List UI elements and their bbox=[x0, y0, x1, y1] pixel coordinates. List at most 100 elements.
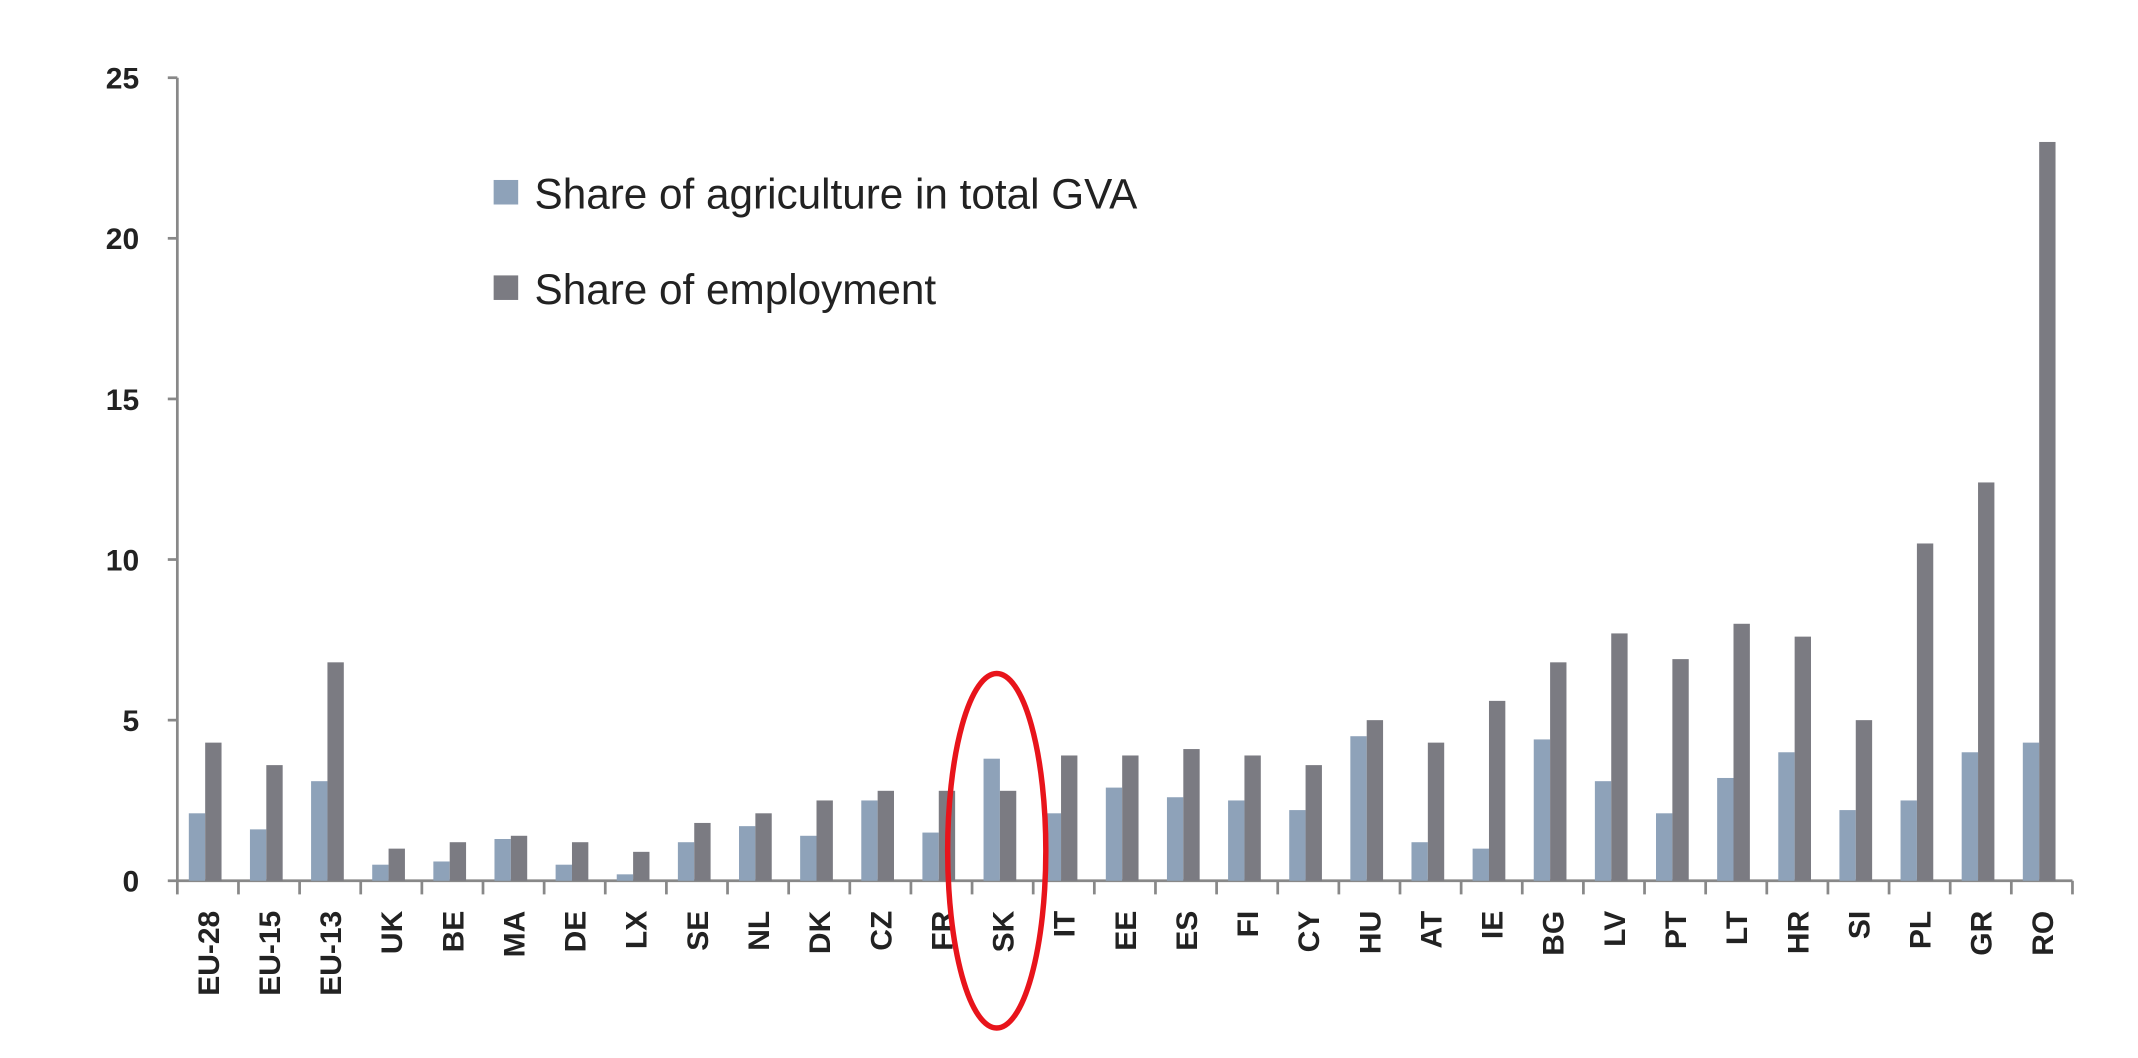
bar bbox=[1488, 700, 1506, 881]
bar bbox=[1289, 810, 1306, 881]
bar bbox=[755, 813, 772, 881]
bar bbox=[327, 662, 344, 881]
x-tick-label: EU-28 bbox=[193, 911, 226, 996]
bar bbox=[571, 842, 589, 881]
x-tick-label: GR bbox=[1966, 910, 1999, 955]
x-tick-label: CZ bbox=[865, 911, 898, 951]
bar bbox=[877, 790, 895, 881]
bar bbox=[266, 765, 283, 881]
x-tick-label: LV bbox=[1599, 911, 1632, 947]
bar bbox=[311, 781, 328, 881]
x-tick-label: ES bbox=[1171, 911, 1204, 951]
bar bbox=[1411, 842, 1428, 881]
bar bbox=[1733, 623, 1750, 881]
bar bbox=[388, 848, 405, 881]
highlight-ellipse bbox=[944, 670, 1049, 1031]
bar bbox=[616, 874, 634, 881]
bar bbox=[633, 851, 650, 881]
bar bbox=[1472, 848, 1489, 881]
x-tick-label: SK bbox=[988, 910, 1021, 952]
bar bbox=[1350, 736, 1367, 881]
bar bbox=[999, 790, 1017, 881]
bar bbox=[1611, 633, 1628, 881]
bar bbox=[1533, 739, 1551, 881]
x-tick-label: HR bbox=[1782, 910, 1815, 954]
x-tick-label: IT bbox=[1049, 911, 1082, 938]
bar bbox=[1794, 636, 1811, 881]
x-tick-label: FI bbox=[1232, 911, 1265, 938]
bar bbox=[1228, 800, 1245, 881]
bar bbox=[1961, 752, 1979, 881]
bar bbox=[1778, 752, 1795, 881]
bar bbox=[372, 864, 389, 881]
bar bbox=[1900, 800, 1917, 881]
x-tick-label: NL bbox=[743, 911, 776, 951]
bar bbox=[1105, 787, 1123, 881]
x-tick-label: RO bbox=[2027, 911, 2060, 956]
x-tick-label: EU-15 bbox=[254, 911, 287, 996]
bar bbox=[1672, 659, 1689, 881]
bar bbox=[1717, 777, 1734, 881]
bar bbox=[1244, 755, 1261, 881]
y-tick-label: 25 bbox=[106, 63, 139, 96]
x-tick-label: AT bbox=[1415, 911, 1448, 949]
bar bbox=[1044, 813, 1062, 881]
bar bbox=[2039, 141, 2056, 881]
bar bbox=[188, 813, 206, 881]
bar bbox=[922, 832, 939, 881]
bar bbox=[433, 861, 450, 881]
x-tick-label: MA bbox=[498, 911, 531, 958]
bar bbox=[2022, 742, 2040, 881]
x-tick-label: SI bbox=[1843, 911, 1876, 939]
bar bbox=[555, 864, 572, 881]
bar bbox=[249, 829, 267, 881]
bar bbox=[677, 842, 695, 881]
x-tick-label: SE bbox=[682, 911, 715, 951]
bar bbox=[1427, 742, 1445, 881]
bar bbox=[1166, 797, 1184, 881]
bar bbox=[1183, 749, 1200, 881]
bar bbox=[1978, 482, 1995, 881]
bar bbox=[694, 822, 711, 881]
y-tick-label: 0 bbox=[122, 866, 139, 899]
bar bbox=[510, 835, 528, 881]
bar bbox=[1061, 755, 1078, 881]
bar bbox=[1656, 813, 1673, 881]
x-tick-label: DK bbox=[804, 910, 837, 954]
x-tick-label: PT bbox=[1660, 911, 1693, 949]
legend-swatch bbox=[493, 179, 519, 205]
x-tick-label: PL bbox=[1905, 911, 1938, 949]
bar bbox=[1839, 810, 1856, 881]
legend-label: Share of agriculture in total GVA bbox=[535, 171, 1139, 218]
bar bbox=[739, 826, 756, 881]
x-tick-label: UK bbox=[376, 910, 409, 954]
bar bbox=[449, 842, 467, 881]
x-tick-label: BE bbox=[437, 911, 470, 953]
x-tick-label: LX bbox=[621, 911, 654, 949]
x-tick-label: EU-13 bbox=[315, 911, 348, 996]
y-tick-label: 20 bbox=[106, 223, 139, 256]
x-tick-label: LT bbox=[1721, 911, 1754, 945]
bar bbox=[816, 800, 833, 881]
bar bbox=[205, 742, 222, 881]
x-tick-label: HU bbox=[1354, 911, 1387, 954]
bar bbox=[1594, 781, 1612, 881]
legend-label: Share of employment bbox=[535, 266, 937, 313]
y-tick-label: 15 bbox=[106, 384, 139, 417]
bar bbox=[1550, 662, 1567, 881]
bar bbox=[1305, 765, 1322, 881]
bar bbox=[1855, 720, 1873, 881]
bar bbox=[494, 838, 511, 881]
x-tick-label: CY bbox=[1293, 911, 1326, 953]
bar bbox=[983, 758, 1000, 881]
x-tick-label: DE bbox=[560, 911, 593, 953]
legend-swatch bbox=[493, 275, 519, 300]
bar bbox=[1122, 755, 1139, 881]
bar bbox=[1916, 543, 1934, 881]
x-tick-label: IE bbox=[1477, 911, 1510, 939]
y-tick-label: 5 bbox=[122, 705, 139, 738]
bar bbox=[861, 800, 878, 881]
x-tick-label: BG bbox=[1538, 911, 1571, 956]
